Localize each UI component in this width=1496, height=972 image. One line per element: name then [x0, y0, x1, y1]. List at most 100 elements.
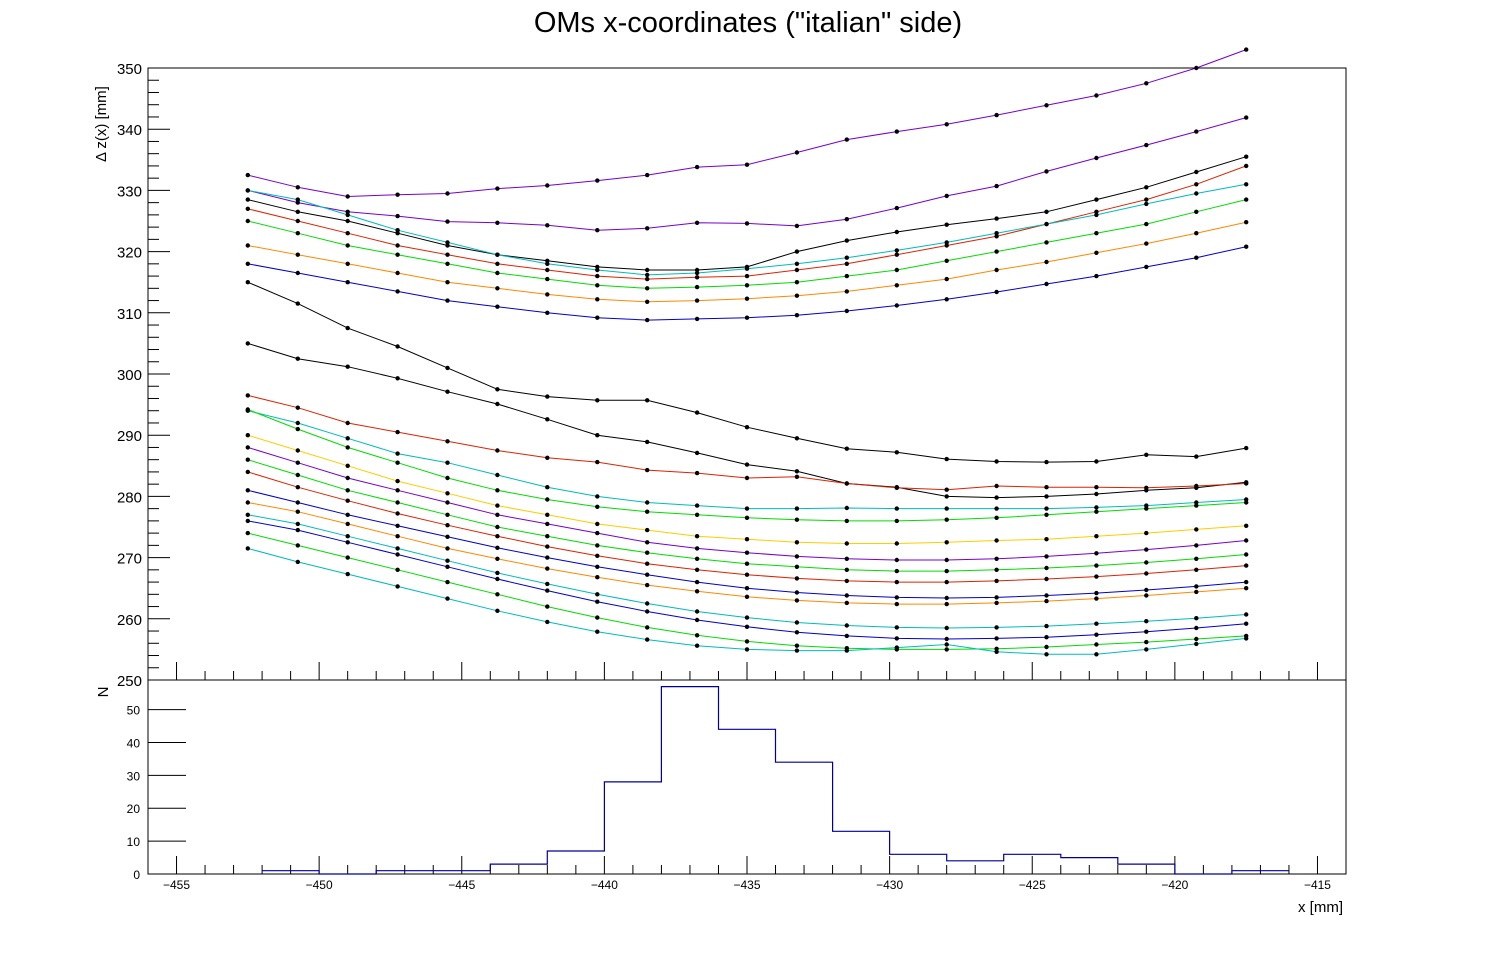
data-point [844, 217, 849, 222]
data-point [495, 592, 500, 597]
data-point [844, 648, 849, 653]
data-point [495, 570, 500, 576]
bottom-x-tick-label: −445 [448, 878, 475, 892]
data-point [994, 495, 999, 500]
data-point [1194, 636, 1199, 642]
data-point [445, 546, 450, 551]
data-point [1194, 584, 1199, 589]
data-point [595, 575, 600, 580]
data-point [1094, 551, 1099, 556]
data-point [445, 564, 450, 569]
data-point [1044, 644, 1049, 650]
data-point [495, 387, 500, 392]
data-point [694, 567, 700, 572]
data-point [495, 304, 500, 309]
data-point [495, 576, 500, 582]
histogram-bin [719, 729, 776, 874]
bottom-y-axis-title: N [95, 687, 112, 698]
data-point [1044, 554, 1049, 559]
data-point [1044, 635, 1049, 640]
data-point [794, 313, 800, 318]
data-point [645, 601, 650, 606]
data-point [495, 512, 500, 517]
data-point [1244, 579, 1249, 585]
data-point [894, 129, 899, 134]
data-point [1144, 587, 1149, 593]
data-point [844, 593, 849, 598]
data-point [645, 272, 650, 278]
data-point [694, 275, 700, 280]
data-point [395, 344, 400, 349]
data-point [295, 405, 300, 410]
series-line [247, 281, 1247, 463]
data-point [794, 261, 800, 266]
data-point [794, 648, 800, 653]
top-y-tick-label: 250 [117, 673, 142, 690]
data-point [944, 258, 949, 263]
data-point [694, 220, 700, 225]
data-point [1044, 593, 1049, 598]
data-point [1194, 616, 1199, 621]
data-point [245, 243, 250, 248]
bottom-y-tick-label: 30 [127, 769, 141, 783]
data-point [345, 280, 350, 285]
data-point [944, 506, 949, 511]
data-point [445, 439, 450, 444]
data-point [245, 445, 250, 450]
data-point [1044, 537, 1049, 542]
bottom-panel: 0 10 20 30 40 50 −455 −450 −445 −440 −435 −430 −425 −… [95, 679, 1347, 916]
data-point [395, 228, 400, 233]
data-point [1044, 652, 1049, 657]
data-point [1194, 209, 1199, 214]
data-point [595, 615, 600, 620]
data-point [645, 637, 650, 642]
data-point [545, 521, 550, 527]
top-y-tick-label: 310 [117, 306, 142, 323]
data-point [894, 595, 899, 600]
data-point [1144, 647, 1149, 652]
data-point [994, 600, 999, 606]
data-point [645, 572, 650, 577]
data-point [1244, 163, 1249, 169]
data-point [994, 216, 999, 221]
data-point [345, 209, 350, 214]
data-point [245, 261, 250, 266]
data-point [844, 289, 849, 294]
data-point [545, 512, 550, 517]
top-y-tick-label: 330 [117, 183, 142, 200]
data-point [844, 261, 849, 266]
data-point [245, 206, 250, 211]
data-point [495, 608, 500, 613]
data-point [595, 315, 600, 320]
data-point [645, 561, 650, 566]
data-point [744, 506, 750, 511]
data-point [295, 426, 300, 432]
data-point [445, 460, 450, 465]
data-point [545, 534, 550, 539]
data-point [395, 552, 400, 557]
data-point [1244, 47, 1249, 52]
data-point [1194, 191, 1199, 196]
data-point [295, 543, 300, 548]
data-point [794, 576, 800, 581]
data-point [545, 223, 550, 228]
data-point [1144, 452, 1149, 457]
data-point [994, 483, 999, 489]
data-point [894, 450, 899, 455]
data-point [794, 249, 800, 254]
data-point [994, 649, 999, 654]
data-point [844, 541, 849, 546]
data-point [595, 592, 600, 597]
data-point [345, 540, 350, 545]
data-point [245, 518, 250, 524]
data-point [744, 462, 750, 467]
data-point [245, 500, 250, 505]
data-point [295, 209, 300, 214]
data-point [495, 556, 500, 561]
data-point [545, 183, 550, 188]
data-point [595, 504, 600, 509]
top-y-tick-label: 260 [117, 612, 142, 629]
data-point [1194, 129, 1199, 134]
data-point [645, 398, 650, 403]
data-point [595, 398, 600, 403]
